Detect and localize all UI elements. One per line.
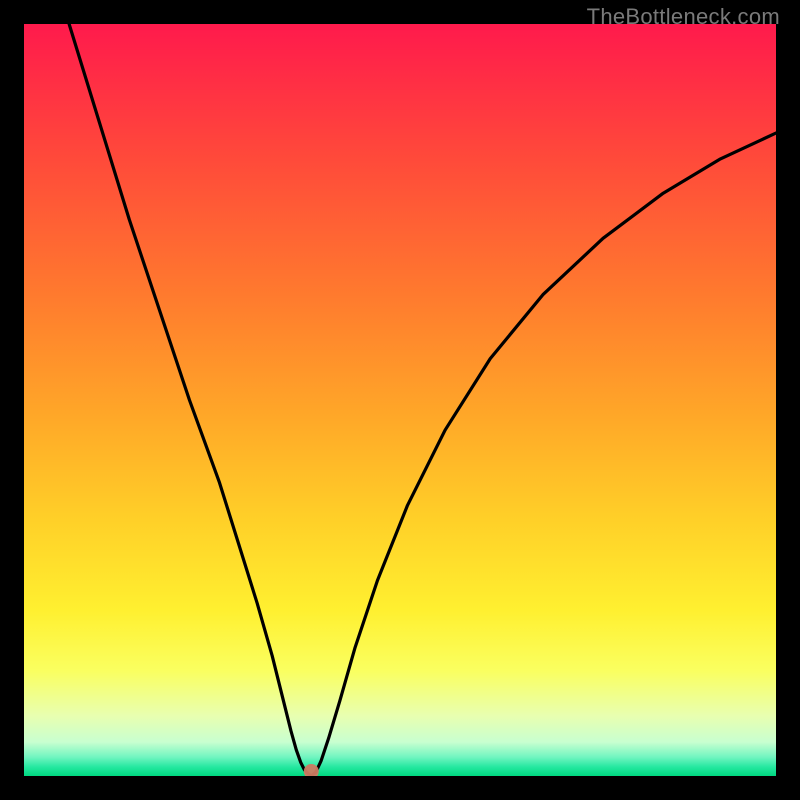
plot-area (24, 24, 776, 776)
plot-svg (24, 24, 776, 776)
gradient-background (24, 24, 776, 776)
chart-frame: TheBottleneck.com (0, 0, 800, 800)
